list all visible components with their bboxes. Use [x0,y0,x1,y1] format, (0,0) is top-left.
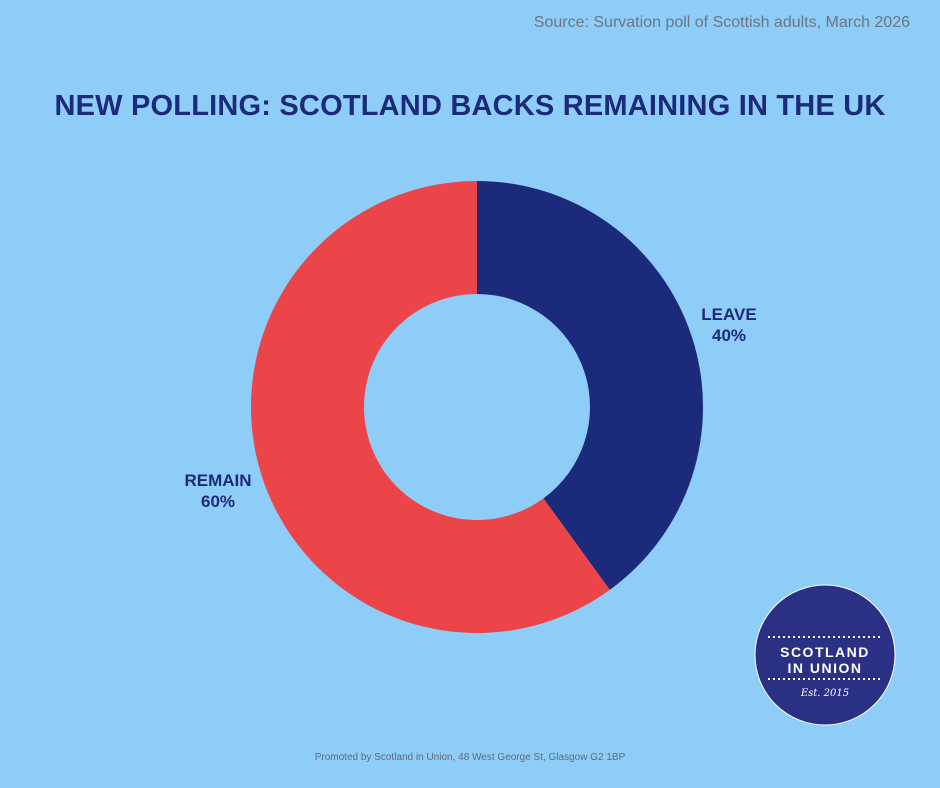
logo-circle [754,584,896,726]
chart-title: NEW POLLING: SCOTLAND BACKS REMAINING IN… [54,90,886,122]
footer-imprint: Promoted by Scotland in Union, 48 West G… [314,752,626,763]
slice-leave [477,181,703,590]
logo-est: Est. 2015 [800,688,849,699]
source-note: Source: Survation poll of Scottish adult… [533,14,910,31]
slice-value-leave: 40% [712,326,746,345]
slice-remain [250,181,610,633]
slice-value-remain: 60% [201,492,235,511]
logo-line2: IN UNION [788,660,863,676]
logo-line1: SCOTLAND [780,644,870,660]
scotland-in-union-logo: SCOTLAND IN UNION Est. 2015 [754,584,896,726]
slice-label-remain: REMAIN [184,471,251,490]
slices-group [250,181,703,633]
slice-label-leave: LEAVE [701,305,756,324]
